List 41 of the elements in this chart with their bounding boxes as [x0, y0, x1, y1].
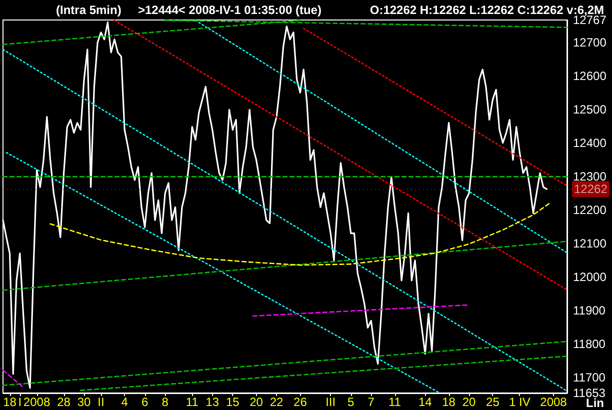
text: >12444< 2008-IV-1 01:35:00 (tue) [138, 3, 322, 17]
x-tick-label: 5 [348, 395, 355, 409]
x-tick-label: 18 [442, 395, 456, 409]
x-tick-label: 7 [368, 395, 375, 409]
x-tick-label: 20 [462, 395, 476, 409]
y-tick-label: 12400 [573, 136, 607, 150]
x-tick-label: 28 [57, 395, 71, 409]
y-tick-label: 12700 [573, 35, 607, 50]
chart-title: (Intra 5min) [56, 3, 122, 17]
y-tick-label: 12500 [573, 102, 607, 116]
y-tick-label: 12600 [573, 68, 607, 83]
x-tick-label: 4 [121, 395, 128, 409]
x-tick-label: 2008 [540, 395, 568, 409]
x-tick-label: II [98, 395, 104, 409]
text: Lin [586, 396, 604, 410]
x-tick-label: 20 [250, 395, 264, 409]
x-tick-label: 18 [3, 395, 17, 409]
x-tick-label: 26 [294, 395, 308, 409]
x-tick-label: 8 [162, 395, 169, 409]
x-tick-label: 22 [270, 395, 284, 409]
x-tick-label: 11 [186, 395, 199, 409]
x-tick-label: 14 [418, 395, 432, 409]
x-tick-label: 13 [206, 395, 220, 409]
y-tick-label: 11900 [573, 303, 606, 318]
x-tick-label: 1 IV [509, 395, 530, 409]
x-tick-label: III [326, 395, 336, 409]
x-tick-label: 2008 [23, 395, 50, 409]
x-tick-label: 11 [388, 395, 402, 409]
y-tick-label: 12200 [573, 202, 607, 217]
y-tick-label: 12300 [573, 169, 607, 184]
text: O:12262 H:12262 L:12262 C:12262 v:6,2M [370, 3, 604, 17]
x-tick-label: I [18, 395, 22, 409]
y-tick-label: 11700 [573, 370, 606, 384]
y-tick-label: 12000 [573, 270, 607, 284]
x-tick-label: 25 [486, 395, 500, 409]
y-tick-label: 12100 [573, 236, 607, 250]
x-tick-label: 6 [142, 395, 148, 409]
x-tick-label: 30 [77, 395, 92, 409]
x-tick-label: 15 [226, 395, 240, 409]
y-tick-label: 11800 [573, 336, 606, 351]
ref-line-label: 12262 [574, 182, 608, 196]
